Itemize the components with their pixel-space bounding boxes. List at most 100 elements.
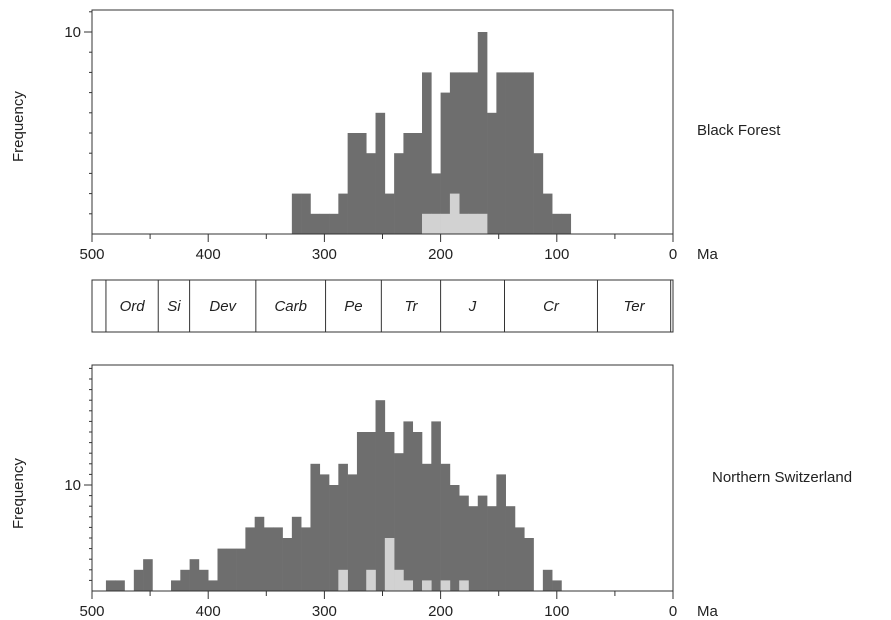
bar-highlight [449,193,460,234]
bottom-y-axis-label: Frequency [10,458,27,529]
bar-total [431,421,441,591]
bar-total [505,506,516,591]
bar-total [208,580,218,591]
period-label: Carb [274,298,307,315]
period-label: Ord [120,298,146,315]
period-label: Cr [543,298,560,315]
bar-total [180,569,190,591]
x-tick-label: 200 [428,246,453,263]
bar-highlight [422,580,432,591]
bar-total [468,72,479,235]
bar-total [338,193,348,234]
bar-highlight [394,569,404,591]
bar-total [329,213,339,234]
x-tick-label: 0 [669,603,677,620]
x-tick-label: 100 [544,603,569,620]
bar-highlight [440,580,451,591]
bar-total [403,421,414,591]
bar-total [449,72,460,235]
bar-total [496,72,506,235]
bar-total [533,153,544,234]
x-tick-label: 100 [544,246,569,263]
bar-total [394,453,404,591]
bar-total [319,474,330,591]
bar-total [440,92,451,234]
period-label: Dev [209,298,237,315]
y-tick-label: 10 [64,24,81,41]
bar-highlight [431,213,441,234]
bar-total [422,463,432,591]
bar-highlight [477,213,488,234]
bar-total [487,506,497,591]
bar-total [171,580,181,591]
bar-total [422,72,432,235]
bar-total [384,193,395,234]
bar-total [384,432,395,591]
period-label: Ter [624,298,646,315]
x-unit-label: Ma [697,603,718,620]
bar-total [366,153,376,234]
bar-highlight [338,569,348,591]
x-unit-label: Ma [697,246,718,263]
bar-total [115,580,125,591]
period-label: Tr [404,298,418,315]
bar-total [431,173,441,234]
x-tick-label: 500 [79,246,104,263]
bar-total [375,112,386,234]
bar-total [477,32,488,234]
bar-total [291,193,302,234]
bar-total [468,506,479,591]
bar-total [505,72,516,235]
period-bar-frame [91,279,674,333]
bar-total [301,193,311,234]
x-tick-label: 400 [196,603,221,620]
bar-total [282,538,293,591]
bar-total [375,400,386,591]
period-label: Si [167,298,181,315]
bar-total [254,516,265,591]
period-label: Pe [344,298,362,315]
bar-highlight [459,213,469,234]
bar-total [412,133,423,234]
bar-highlight [384,538,395,591]
bar-total [226,548,237,591]
bar-total [403,133,414,234]
bar-total [412,432,423,591]
bar-total [301,527,311,591]
bar-total [347,133,358,234]
bar-total [440,463,451,591]
bar-total [552,213,562,234]
bar-highlight [440,213,451,234]
bar-total [459,72,469,235]
bar-total [319,213,330,234]
bar-highlight [366,569,376,591]
bar-total [542,569,553,591]
bar-total [291,516,302,591]
bar-total [133,569,144,591]
bar-highlight [403,580,414,591]
bar-total [217,548,228,591]
bar-total [105,580,116,591]
bar-total [347,474,358,591]
bar-total [561,213,572,234]
bar-total [356,133,367,234]
bar-highlight [459,580,469,591]
bar-total [245,527,255,591]
black-forest-label: Black Forest [697,122,781,139]
x-tick-label: 400 [196,246,221,263]
bar-total [542,193,553,234]
bar-total [329,485,339,591]
top-y-axis-label: Frequency [10,91,27,162]
bar-highlight [468,213,479,234]
bar-total [189,559,200,591]
y-tick-label: 10 [64,477,81,494]
bar-total [143,559,153,591]
x-tick-label: 500 [79,603,104,620]
x-tick-label: 0 [669,246,677,263]
bar-total [552,580,562,591]
bar-highlight [422,213,432,234]
x-tick-label: 200 [428,603,453,620]
bar-total [273,527,283,591]
period-label: J [468,298,477,315]
